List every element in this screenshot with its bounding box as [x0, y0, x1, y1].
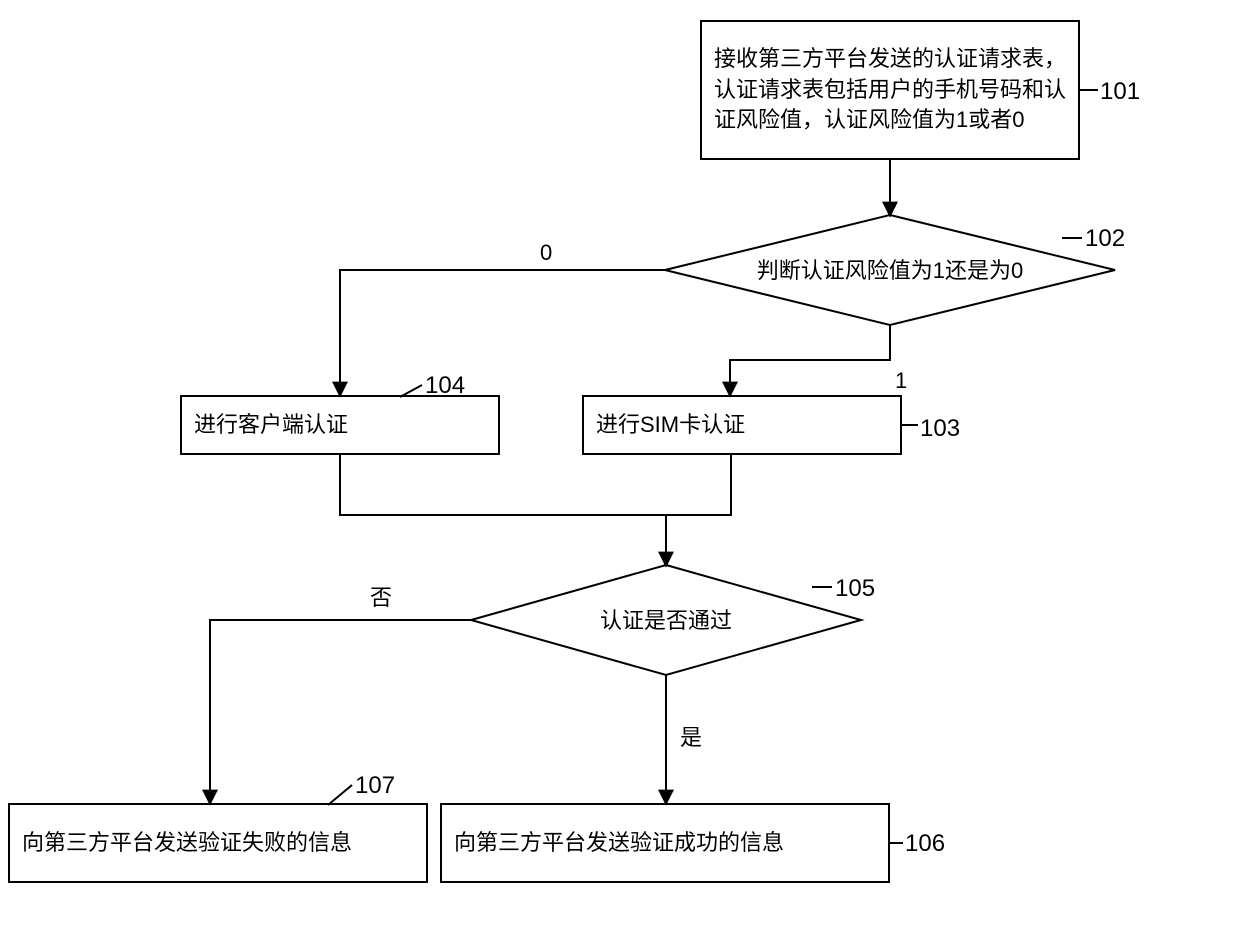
label-104: 104: [425, 372, 465, 400]
label-105: 105: [835, 575, 875, 603]
edge-102-103: [730, 325, 890, 395]
edge-102-104: [340, 270, 665, 395]
node-103-text: 进行SIM卡认证: [596, 410, 745, 441]
node-107: 向第三方平台发送验证失败的信息: [8, 803, 428, 883]
label-102: 102: [1085, 225, 1125, 253]
edge-label-1: 1: [895, 368, 907, 394]
node-104: 进行客户端认证: [180, 395, 500, 455]
edge-label-no: 否: [370, 580, 392, 612]
node-106-text: 向第三方平台发送验证成功的信息: [454, 828, 784, 859]
label-106: 106: [905, 830, 945, 858]
node-101: 接收第三方平台发送的认证请求表，认证请求表包括用户的手机号码和认证风险值，认证风…: [700, 20, 1080, 160]
node-107-text: 向第三方平台发送验证失败的信息: [22, 828, 352, 859]
label-103: 103: [920, 415, 960, 443]
node-102-text: 判断认证风险值为1还是为0: [757, 258, 1023, 283]
leader-107: [328, 785, 352, 805]
node-103: 进行SIM卡认证: [582, 395, 902, 455]
node-105-shape: [471, 565, 861, 675]
edge-104-merge: [340, 455, 666, 515]
edge-label-0: 0: [540, 240, 552, 266]
edge-103-merge: [666, 455, 731, 515]
label-101: 101: [1100, 78, 1140, 106]
label-107: 107: [355, 772, 395, 800]
node-106: 向第三方平台发送验证成功的信息: [440, 803, 890, 883]
edge-105-107: [210, 620, 471, 803]
edge-label-yes: 是: [680, 720, 702, 752]
node-105-text: 认证是否通过: [600, 608, 732, 633]
node-104-text: 进行客户端认证: [194, 410, 348, 441]
node-101-text: 接收第三方平台发送的认证请求表，认证请求表包括用户的手机号码和认证风险值，认证风…: [714, 44, 1066, 136]
node-102-shape: [665, 215, 1115, 325]
